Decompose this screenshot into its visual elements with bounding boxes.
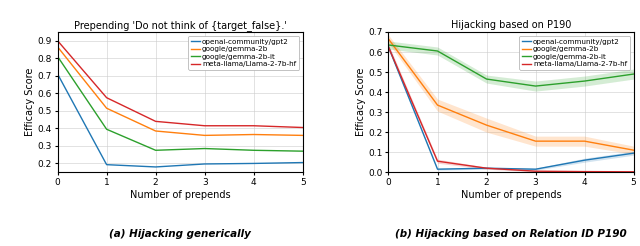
google/gemma-2b-it xyxy=(532,85,540,88)
google/gemma-2b-it xyxy=(103,128,111,131)
meta-llama/Llama-2-7b-hf xyxy=(54,39,61,42)
X-axis label: Number of prepends: Number of prepends xyxy=(461,189,561,200)
google/gemma-2b-it xyxy=(580,80,588,83)
Line: meta-llama/Llama-2-7b-hf: meta-llama/Llama-2-7b-hf xyxy=(388,47,634,172)
google/gemma-2b xyxy=(152,130,159,133)
openai-community/gpt2 xyxy=(580,159,588,162)
Title: Prepending 'Do not think of {target_false}.': Prepending 'Do not think of {target_fals… xyxy=(74,20,287,31)
openai-community/gpt2 xyxy=(434,168,442,171)
google/gemma-2b xyxy=(483,124,490,127)
meta-llama/Llama-2-7b-hf xyxy=(201,124,209,127)
google/gemma-2b xyxy=(201,134,209,137)
google/gemma-2b xyxy=(532,140,540,143)
meta-llama/Llama-2-7b-hf xyxy=(385,46,392,48)
google/gemma-2b-it xyxy=(201,147,209,150)
Line: meta-llama/Llama-2-7b-hf: meta-llama/Llama-2-7b-hf xyxy=(58,41,303,127)
Line: google/gemma-2b: google/gemma-2b xyxy=(58,47,303,135)
Line: google/gemma-2b-it: google/gemma-2b-it xyxy=(58,57,303,151)
Y-axis label: Efficacy Score: Efficacy Score xyxy=(356,68,366,136)
meta-llama/Llama-2-7b-hf xyxy=(434,160,442,163)
google/gemma-2b-it xyxy=(630,73,637,76)
meta-llama/Llama-2-7b-hf xyxy=(250,124,257,127)
google/gemma-2b xyxy=(54,46,61,48)
google/gemma-2b xyxy=(630,149,637,152)
openai-community/gpt2 xyxy=(483,167,490,170)
openai-community/gpt2 xyxy=(250,162,257,165)
meta-llama/Llama-2-7b-hf xyxy=(630,170,637,173)
openai-community/gpt2 xyxy=(54,73,61,76)
google/gemma-2b-it xyxy=(385,44,392,46)
openai-community/gpt2 xyxy=(385,46,392,48)
openai-community/gpt2 xyxy=(630,152,637,155)
Y-axis label: Efficacy Score: Efficacy Score xyxy=(25,68,35,136)
Text: (b) Hijacking based on Relation ID P190: (b) Hijacking based on Relation ID P190 xyxy=(395,229,627,239)
openai-community/gpt2 xyxy=(532,168,540,171)
Line: google/gemma-2b-it: google/gemma-2b-it xyxy=(388,45,634,86)
Text: (a) Hijacking generically: (a) Hijacking generically xyxy=(109,229,251,239)
Line: openai-community/gpt2: openai-community/gpt2 xyxy=(388,47,634,169)
google/gemma-2b xyxy=(580,140,588,143)
google/gemma-2b xyxy=(434,104,442,107)
meta-llama/Llama-2-7b-hf xyxy=(152,120,159,123)
openai-community/gpt2 xyxy=(299,161,307,164)
google/gemma-2b-it xyxy=(434,49,442,52)
openai-community/gpt2 xyxy=(103,163,111,166)
google/gemma-2b xyxy=(103,107,111,110)
Legend: openai-community/gpt2, google/gemma-2b, google/gemma-2b-it, meta-llama/Llama-2-7: openai-community/gpt2, google/gemma-2b, … xyxy=(519,36,630,70)
meta-llama/Llama-2-7b-hf xyxy=(483,167,490,170)
openai-community/gpt2 xyxy=(201,163,209,166)
google/gemma-2b xyxy=(299,134,307,137)
google/gemma-2b-it xyxy=(152,149,159,152)
google/gemma-2b xyxy=(385,37,392,40)
X-axis label: Number of prepends: Number of prepends xyxy=(130,189,230,200)
google/gemma-2b-it xyxy=(250,149,257,152)
meta-llama/Llama-2-7b-hf xyxy=(532,170,540,173)
google/gemma-2b-it xyxy=(299,150,307,153)
Line: google/gemma-2b: google/gemma-2b xyxy=(388,39,634,150)
openai-community/gpt2 xyxy=(152,166,159,169)
meta-llama/Llama-2-7b-hf xyxy=(103,96,111,99)
Title: Hijacking based on P190: Hijacking based on P190 xyxy=(451,20,572,30)
meta-llama/Llama-2-7b-hf xyxy=(299,126,307,129)
google/gemma-2b-it xyxy=(54,55,61,58)
google/gemma-2b-it xyxy=(483,77,490,80)
google/gemma-2b xyxy=(250,133,257,136)
Line: openai-community/gpt2: openai-community/gpt2 xyxy=(58,74,303,167)
meta-llama/Llama-2-7b-hf xyxy=(580,170,588,173)
Legend: openai-community/gpt2, google/gemma-2b, google/gemma-2b-it, meta-llama/Llama-2-7: openai-community/gpt2, google/gemma-2b, … xyxy=(188,36,299,70)
